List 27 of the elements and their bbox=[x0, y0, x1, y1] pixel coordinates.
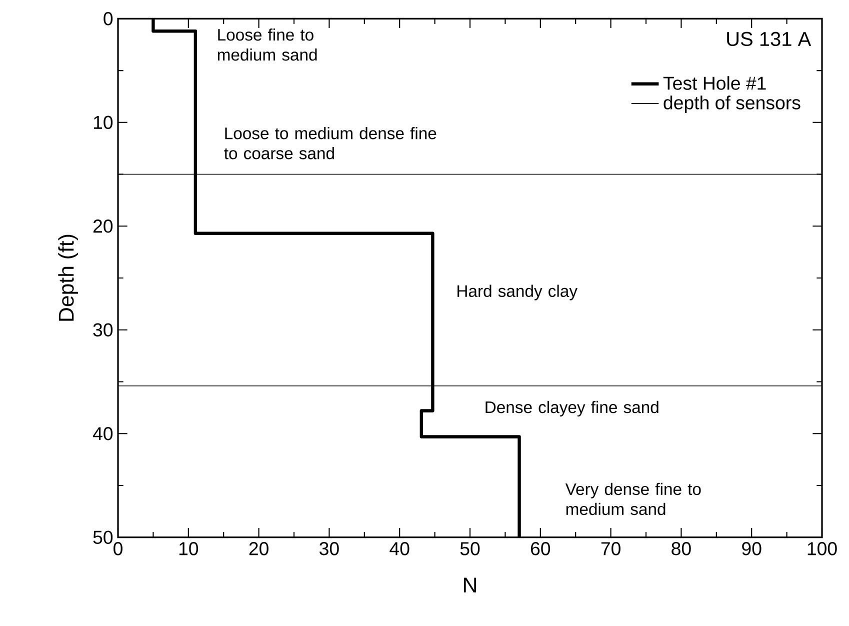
legend-label: depth of sensors bbox=[664, 96, 800, 114]
x-tick-label: 50 bbox=[460, 542, 480, 556]
x-tick-label: 0 bbox=[114, 542, 122, 556]
annotation: Loose to medium dense fine to coarse sand bbox=[224, 127, 436, 160]
annotation: Loose fine to medium sand bbox=[218, 28, 317, 61]
x-tick-label: 100 bbox=[808, 542, 837, 556]
x-tick-label: 40 bbox=[390, 542, 410, 556]
y-tick-label: 0 bbox=[104, 12, 113, 26]
x-tick-label: 10 bbox=[179, 542, 198, 556]
x-tick-label: 30 bbox=[320, 542, 339, 556]
y-tick-label: 30 bbox=[93, 323, 113, 336]
legend-label: Test Hole #1 bbox=[663, 76, 766, 90]
annotation: Very dense fine to medium sand bbox=[565, 482, 701, 516]
x-tick-label: 90 bbox=[742, 542, 762, 556]
y-tick-label: 50 bbox=[93, 530, 113, 544]
y-tick-label: 40 bbox=[92, 426, 113, 440]
x-tick-label: 20 bbox=[249, 542, 268, 556]
annotation: Dense clayey fine sand bbox=[486, 400, 658, 416]
text: US 131 A bbox=[727, 32, 812, 46]
x-axis-title: N bbox=[464, 578, 476, 592]
x-tick-label: 80 bbox=[672, 542, 691, 556]
y-tick-label: 20 bbox=[93, 220, 113, 233]
y-axis-title: Depth (ft) bbox=[58, 234, 78, 321]
x-tick-label: 70 bbox=[601, 542, 620, 556]
y-tick-label: 10 bbox=[94, 116, 113, 130]
annotation: Hard sandy clay bbox=[458, 284, 578, 300]
x-tick-label: 60 bbox=[530, 542, 550, 556]
